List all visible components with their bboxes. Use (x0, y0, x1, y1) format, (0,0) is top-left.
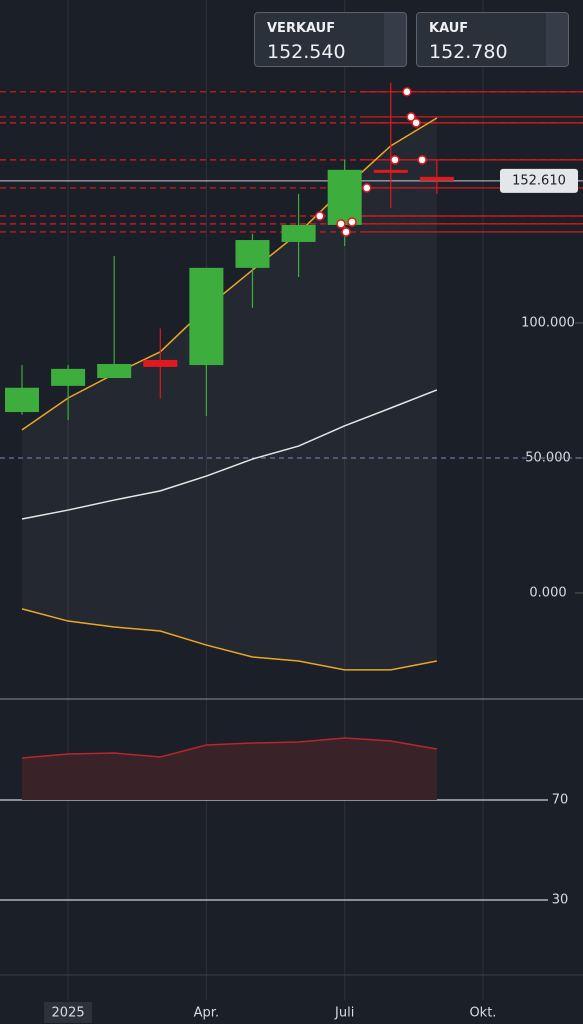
candle-body (419, 176, 454, 181)
trade-marker (402, 87, 412, 97)
candle-body (327, 169, 362, 225)
trade-marker (347, 217, 357, 227)
y-tick-label: 100.000 (521, 315, 575, 330)
button-edge (546, 13, 568, 66)
area-line (21, 737, 437, 759)
indicator-line (21, 608, 438, 671)
trade-marker (417, 155, 427, 165)
price-label: 152.610 (512, 173, 566, 188)
y-tick-label: 30 (552, 893, 569, 908)
y-tick-label: 0.000 (529, 585, 566, 600)
buy-price: 152.780 (429, 41, 508, 63)
x-tick-label: Okt. (469, 1006, 496, 1021)
candle-body (143, 359, 178, 367)
sell-label: VERKAUF (267, 21, 336, 36)
buy-label: KAUF (429, 21, 469, 36)
x-label-highlight (44, 1002, 93, 1023)
candle-body (97, 363, 132, 379)
candle-body (189, 267, 224, 366)
price-label-box (500, 168, 578, 193)
x-tick-label: Apr. (194, 1006, 219, 1021)
trade-marker (406, 112, 416, 122)
y-tick-label: 70 (552, 793, 569, 808)
y-tick-label: 50.000 (525, 450, 571, 465)
sell-button[interactable]: VERKAUF 152.540 (254, 12, 407, 67)
candle-body (373, 169, 408, 173)
area-fill (21, 738, 437, 800)
x-tick-label: Juli (334, 1006, 354, 1021)
trade-marker (390, 155, 400, 165)
candle-body (281, 224, 316, 242)
band-fill (21, 117, 437, 670)
trade-marker (315, 211, 325, 221)
sell-price: 152.540 (267, 41, 346, 63)
trade-marker (411, 118, 421, 128)
indicator-line (21, 389, 438, 520)
indicator-line (21, 117, 438, 431)
candle-body (235, 240, 270, 268)
buy-button[interactable]: KAUF 152.780 (416, 12, 569, 67)
trade-marker (341, 227, 351, 237)
x-tick-label: 2025 (52, 1006, 85, 1021)
button-edge (384, 13, 406, 66)
candle-body (51, 368, 86, 386)
trade-marker (362, 183, 372, 193)
candle-body (4, 387, 39, 413)
trade-marker (336, 219, 346, 229)
